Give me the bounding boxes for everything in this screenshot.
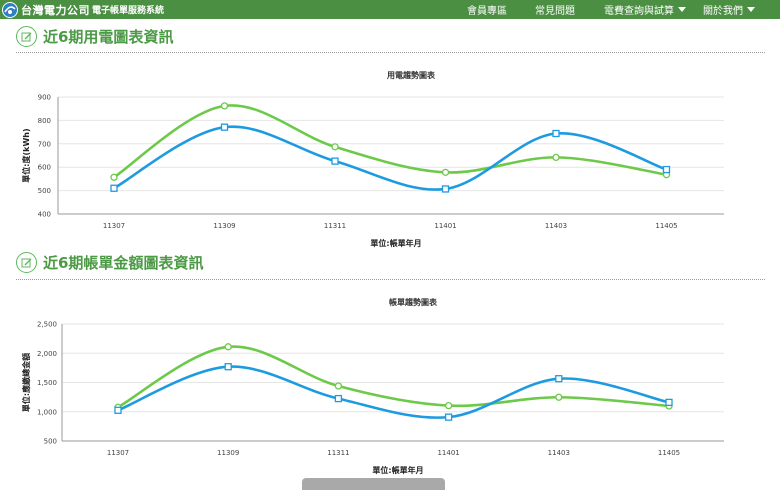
- data-point-circle: [331, 143, 339, 151]
- data-point-square: [552, 129, 560, 138]
- x-tick-label: 11307: [107, 449, 129, 457]
- y-tick-label: 1,000: [37, 408, 57, 416]
- section-title: 近6期帳單金額圖表資訊: [43, 254, 204, 272]
- nav-item-bill-query[interactable]: 電費查詢與試算: [604, 0, 686, 19]
- data-point-circle: [224, 343, 232, 351]
- x-tick-label: 11403: [548, 449, 570, 457]
- x-tick-label: 11405: [658, 449, 680, 457]
- x-tick-label: 11309: [213, 222, 235, 230]
- data-point-square: [220, 123, 229, 131]
- section-heading-usage: 近6期用電圖表資訊: [16, 26, 173, 47]
- data-point-square: [444, 413, 453, 421]
- data-point-circle: [220, 102, 229, 110]
- data-point-square: [441, 185, 450, 193]
- data-point-square: [224, 363, 232, 371]
- caret-down-icon: [678, 7, 686, 12]
- data-point-circle: [552, 153, 560, 162]
- bottom-action-button[interactable]: [302, 478, 445, 490]
- y-axis-title: 單位:度(kWh): [21, 128, 31, 182]
- series-line: [117, 365, 670, 419]
- y-tick-label: 2,000: [37, 350, 57, 358]
- nav-item-faq[interactable]: 常見問題: [535, 0, 575, 19]
- data-point-square: [114, 406, 122, 414]
- data-point-circle: [110, 173, 118, 181]
- x-tick-label: 11405: [655, 222, 677, 230]
- y-tick-label: 900: [38, 94, 51, 102]
- nav-item-about[interactable]: 關於我們: [703, 0, 755, 19]
- section-title: 近6期用電圖表資訊: [43, 28, 174, 46]
- data-point-circle: [334, 382, 343, 390]
- y-tick-label: 600: [38, 164, 51, 172]
- logo-title: 台灣電力公司: [21, 3, 90, 17]
- site-logo[interactable]: 台灣電力公司 電子帳單服務系統: [0, 0, 164, 19]
- x-axis-title: 單位:帳單年月: [372, 465, 423, 475]
- y-tick-label: 400: [38, 211, 51, 219]
- data-point-square: [665, 398, 673, 407]
- series-line: [113, 125, 667, 191]
- x-tick-label: 11307: [103, 222, 125, 230]
- y-tick-label: 700: [38, 140, 51, 148]
- x-tick-label: 11401: [434, 222, 456, 230]
- nav-item-member[interactable]: 會員專區: [467, 0, 507, 19]
- caret-down-icon: [747, 7, 755, 12]
- data-point-circle: [441, 168, 450, 176]
- series-line: [113, 104, 667, 179]
- chart-title: 帳單趨勢圖表: [389, 297, 438, 307]
- y-tick-label: 2,500: [37, 321, 57, 329]
- section-divider: [16, 52, 765, 53]
- logo-subtitle: 電子帳單服務系統: [92, 6, 165, 16]
- x-tick-label: 11311: [327, 449, 349, 457]
- data-point-circle: [444, 401, 453, 410]
- x-tick-label: 11309: [217, 449, 239, 457]
- edit-icon: [16, 252, 37, 273]
- nav-label: 關於我們: [703, 6, 743, 17]
- data-point-circle: [555, 393, 563, 401]
- y-tick-label: 500: [44, 438, 57, 446]
- nav-label: 會員專區: [467, 6, 507, 17]
- x-tick-label: 11403: [545, 222, 567, 230]
- x-tick-label: 11311: [324, 222, 346, 230]
- data-point-square: [110, 184, 118, 192]
- data-point-square: [555, 375, 563, 383]
- nav-label: 電費查詢與試算: [604, 6, 674, 17]
- taipower-logo-icon: [2, 1, 18, 18]
- data-point-square: [334, 394, 343, 403]
- y-tick-label: 1,500: [37, 379, 57, 387]
- y-tick-label: 800: [38, 117, 51, 125]
- x-axis-title: 單位:帳單年月: [370, 238, 421, 248]
- section-heading-amount: 近6期帳單金額圖表資訊: [16, 252, 203, 273]
- data-point-square: [662, 165, 671, 174]
- section-divider: [16, 279, 765, 280]
- nav-label: 常見問題: [535, 6, 575, 17]
- top-navbar: 台灣電力公司 電子帳單服務系統 會員專區 常見問題 電費查詢與試算 關於我們: [0, 0, 780, 19]
- x-tick-label: 11401: [437, 449, 459, 457]
- series-line: [117, 345, 670, 409]
- edit-icon: [16, 26, 37, 47]
- chart-title: 用電趨勢圖表: [386, 70, 436, 80]
- y-axis-title: 單位:應繳總金額: [21, 353, 31, 412]
- data-point-square: [331, 157, 339, 165]
- y-tick-label: 500: [38, 187, 51, 195]
